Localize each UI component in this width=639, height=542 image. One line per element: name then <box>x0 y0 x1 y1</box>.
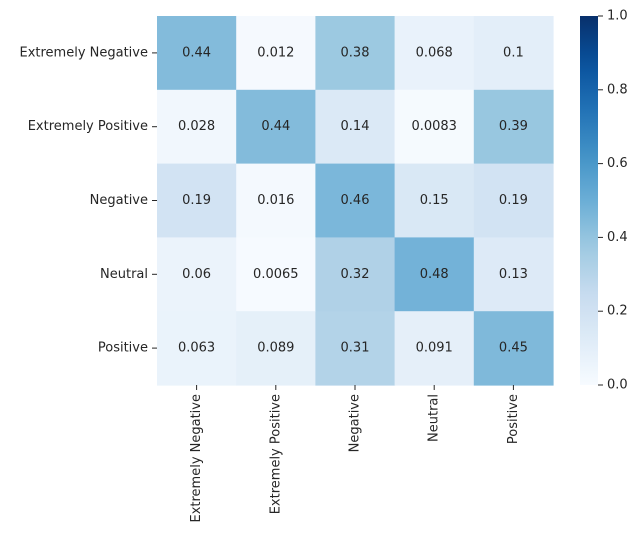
y-axis: Extremely Negative Extremely Positive Nega… <box>19 45 157 356</box>
cell-value-label: 0.44 <box>182 45 211 60</box>
x-tick-label: Negative <box>348 394 363 452</box>
heatmap-cell-r2-c2 <box>315 163 396 238</box>
heatmap-cell-r4-c4 <box>473 311 554 386</box>
cell-value-label: 0.46 <box>341 193 370 208</box>
cell-value-label: 0.15 <box>420 193 449 208</box>
x-tick-label: Positive <box>506 394 521 444</box>
heatmap-cell-r2-c0 <box>157 163 237 238</box>
cell-value-label: 0.089 <box>257 341 294 356</box>
y-tick-label: Negative <box>90 193 148 208</box>
cell-value-label: 0.028 <box>178 119 215 134</box>
heatmap-cell-r0-c1 <box>236 16 316 91</box>
cell-value-label: 0.19 <box>499 193 528 208</box>
cell-value-label: 0.14 <box>341 119 370 134</box>
colorbar-tick-label: 0.6 <box>607 156 628 171</box>
cell-value-label: 0.06 <box>182 267 211 282</box>
cell-value-label: 0.19 <box>182 193 211 208</box>
colorbar-tick-label: 0.4 <box>607 230 628 245</box>
cell-value-label: 0.016 <box>257 193 294 208</box>
cell-value-label: 0.091 <box>416 341 453 356</box>
colorbar-tick-label: 0.8 <box>607 82 628 97</box>
heatmap-cell-r4-c1 <box>236 311 316 386</box>
heatmap-cell-r4-c3 <box>394 311 475 386</box>
cell-value-label: 0.0083 <box>411 119 457 134</box>
cell-value-label: 0.0065 <box>253 267 299 282</box>
x-tick-label: Neutral <box>427 394 442 442</box>
heatmap-cell-r4-c2 <box>315 311 396 386</box>
heatmap-cell-labels: 0.44 0.012 0.38 0.068 0.1 0.028 0.44 0.14 0.0083… <box>178 45 528 355</box>
heatmap-cells <box>157 16 554 386</box>
heatmap-cell-r1-c3 <box>394 89 475 165</box>
cell-value-label: 0.31 <box>341 341 370 356</box>
x-tick-label: Extremely Negative <box>189 394 204 523</box>
cell-value-label: 0.063 <box>178 341 215 356</box>
colorbar: 0.0 0.2 0.4 0.6 0.8 1.0 <box>580 9 628 393</box>
x-axis: Extremely Negative Extremely Positive Nega… <box>189 385 521 523</box>
y-tick-label: Neutral <box>100 267 148 282</box>
heatmap-cell-r3-c2 <box>315 237 396 312</box>
heatmap-cell-r2-c1 <box>236 163 316 238</box>
cell-value-label: 0.39 <box>499 119 528 134</box>
heatmap-cell-r2-c4 <box>473 163 554 238</box>
x-tick-label: Extremely Positive <box>268 394 283 514</box>
cell-value-label: 0.38 <box>341 45 370 60</box>
cell-value-label: 0.45 <box>499 341 528 356</box>
heatmap-cell-r0-c3 <box>394 16 475 91</box>
heatmap-cell-r3-c3 <box>394 237 475 312</box>
heatmap-cell-r1-c2 <box>315 89 396 165</box>
heatmap-cell-r1-c4 <box>473 89 554 165</box>
colorbar-tick-label: 0.2 <box>607 304 628 319</box>
cell-value-label: 0.48 <box>420 267 449 282</box>
heatmap-cell-r0-c2 <box>315 16 396 91</box>
cell-value-label: 0.1 <box>503 45 524 60</box>
heatmap-cell-r0-c0 <box>157 16 237 91</box>
heatmap-cell-r1-c0 <box>157 89 237 165</box>
cell-value-label: 0.32 <box>341 267 370 282</box>
cell-value-label: 0.012 <box>257 45 294 60</box>
heatmap-cell-r2-c3 <box>394 163 475 238</box>
heatmap-cell-r3-c1 <box>236 237 316 312</box>
heatmap-cell-r1-c1 <box>236 89 316 165</box>
colorbar-tick-label: 0.0 <box>607 378 628 393</box>
cell-value-label: 0.13 <box>499 267 528 282</box>
y-tick-label: Extremely Positive <box>28 119 148 134</box>
cell-value-label: 0.44 <box>261 119 290 134</box>
heatmap-cell-r3-c4 <box>473 237 554 312</box>
heatmap-cell-r3-c0 <box>157 237 237 312</box>
colorbar-tick-label: 1.0 <box>607 9 628 24</box>
cell-value-label: 0.068 <box>416 45 453 60</box>
heatmap-cell-r0-c4 <box>473 16 554 91</box>
y-tick-label: Positive <box>98 341 148 356</box>
colorbar-gradient <box>580 16 598 385</box>
heatmap-cell-r4-c0 <box>157 311 237 386</box>
y-tick-label: Extremely Negative <box>19 45 148 60</box>
